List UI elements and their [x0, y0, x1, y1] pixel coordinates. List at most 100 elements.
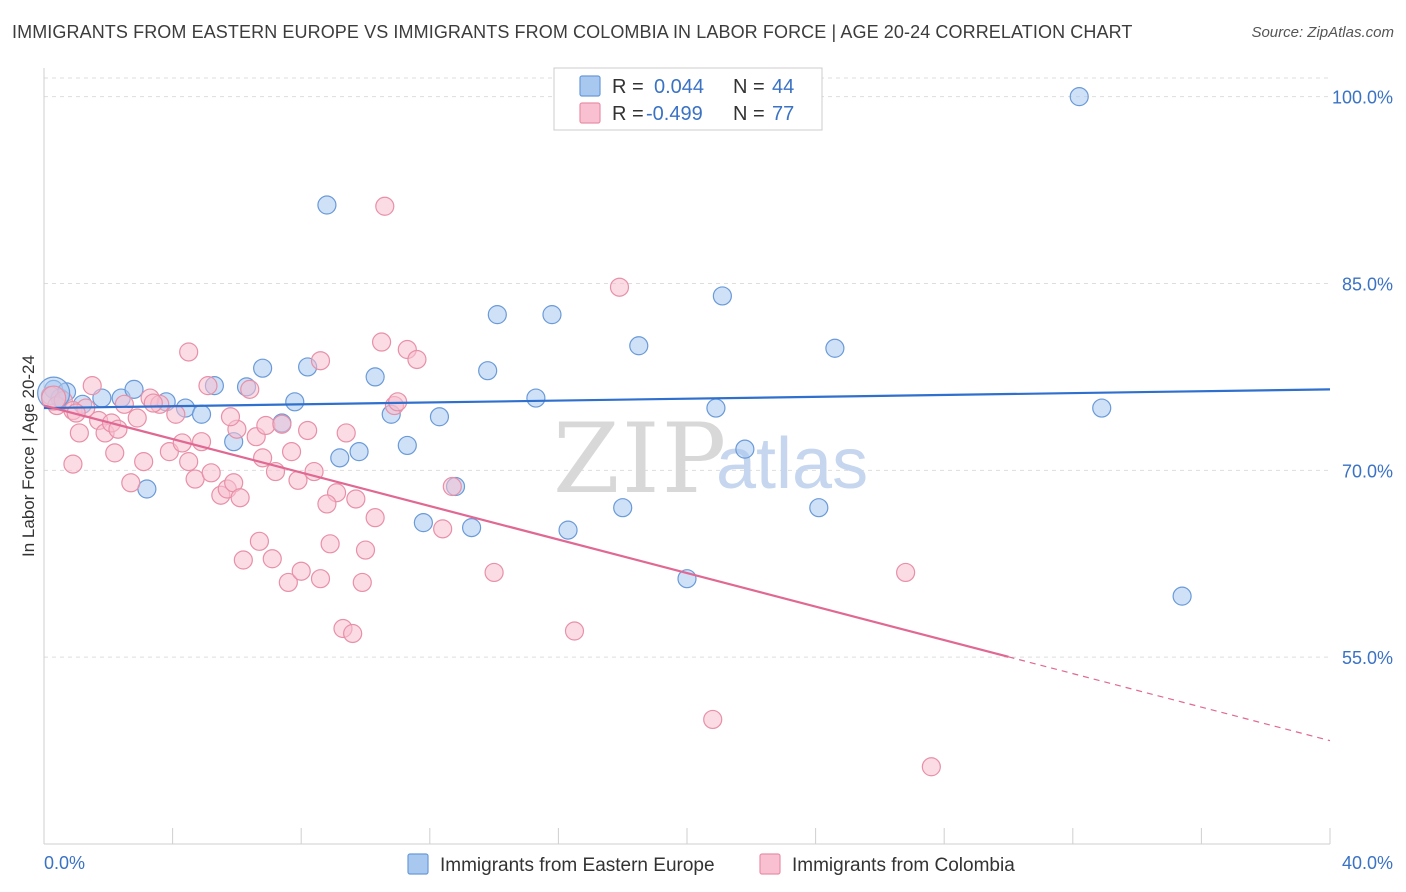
stats-n-label-colombia: N = — [733, 103, 765, 125]
watermark-atlas: atlas — [716, 424, 868, 504]
y-tick-label: 70.0% — [1342, 461, 1393, 481]
y-axis-label: In Labor Force | Age 20-24 — [19, 355, 38, 557]
point-colombia — [310, 351, 331, 371]
point-colombia — [442, 476, 462, 497]
y-tick-label: 55.0% — [1342, 648, 1393, 668]
x-axis-ticks — [43, 828, 1331, 844]
point-colombia — [407, 349, 427, 370]
point-colombia — [256, 415, 276, 436]
point-colombia — [564, 621, 585, 641]
point-colombia — [355, 540, 376, 560]
point-eastern-europe — [1069, 87, 1089, 107]
point-colombia — [114, 394, 134, 414]
point-colombia — [233, 550, 253, 570]
point-eastern-europe — [706, 398, 726, 418]
point-eastern-europe — [613, 498, 633, 518]
point-eastern-europe — [809, 498, 829, 518]
y-tick-labels: 55.0% 70.0% 85.0% 100.0% — [1332, 88, 1393, 669]
stats-r-label-eastern-europe: R = — [612, 76, 644, 98]
point-colombia — [143, 393, 163, 413]
point-eastern-europe — [330, 448, 350, 468]
point-colombia — [201, 463, 221, 483]
point-eastern-europe — [712, 286, 732, 306]
point-eastern-europe — [285, 392, 305, 412]
point-eastern-europe — [1092, 398, 1112, 418]
point-colombia — [105, 443, 125, 463]
point-colombia — [127, 408, 147, 428]
point-colombia — [896, 562, 916, 583]
point-colombia — [272, 414, 292, 434]
trend-lines — [43, 388, 1331, 742]
point-eastern-europe — [124, 379, 144, 399]
stats-n-value-colombia: 77 — [772, 103, 794, 125]
point-colombia — [121, 473, 141, 493]
point-colombia — [249, 531, 270, 551]
point-eastern-europe — [461, 518, 482, 538]
point-colombia — [317, 494, 337, 514]
point-colombia — [281, 442, 302, 462]
point-colombia — [320, 534, 340, 554]
point-eastern-europe — [825, 338, 845, 358]
x-tick-label-max: 40.0% — [1342, 853, 1393, 873]
trend-line-colombia — [43, 404, 1009, 658]
point-colombia — [63, 454, 83, 474]
point-colombia — [343, 623, 363, 644]
point-eastern-europe — [365, 367, 385, 387]
point-colombia — [134, 452, 154, 472]
data-points — [37, 87, 1192, 777]
point-eastern-europe — [1172, 586, 1192, 606]
point-colombia-large — [41, 385, 67, 411]
chart-source: Source: ZipAtlas.com — [1251, 24, 1394, 41]
stats-n-label-eastern-europe: N = — [733, 76, 765, 98]
point-colombia — [365, 508, 385, 528]
point-colombia — [230, 488, 250, 508]
point-eastern-europe — [487, 305, 507, 325]
point-colombia — [310, 569, 331, 589]
point-eastern-europe — [253, 358, 273, 378]
point-eastern-europe — [397, 435, 417, 456]
x-tick-label-min: 0.0% — [44, 853, 85, 873]
trend-line-eastern-europe — [43, 388, 1331, 410]
point-eastern-europe — [317, 195, 337, 215]
point-colombia — [185, 469, 205, 489]
point-eastern-europe — [137, 479, 157, 499]
point-eastern-europe — [349, 442, 369, 462]
legend-swatch-eastern-europe — [407, 853, 429, 875]
point-eastern-europe — [478, 361, 498, 381]
stats-r-value-eastern-europe: 0.044 — [654, 76, 704, 98]
point-eastern-europe — [629, 336, 649, 356]
stats-n-value-eastern-europe: 44 — [772, 76, 794, 98]
point-colombia — [240, 379, 260, 399]
stats-r-value-colombia: -0.499 — [646, 103, 703, 125]
legend-label-colombia: Immigrants from Colombia — [792, 855, 1015, 876]
point-eastern-europe — [526, 388, 546, 408]
point-colombia — [179, 342, 199, 362]
point-colombia — [609, 277, 630, 297]
point-colombia — [262, 549, 282, 569]
point-eastern-europe — [413, 513, 433, 533]
watermark-zip: ZIP — [553, 403, 728, 515]
point-colombia — [179, 452, 199, 472]
chart-title: IMMIGRANTS FROM EASTERN EUROPE VS IMMIGR… — [12, 22, 1133, 42]
point-eastern-europe — [429, 407, 450, 427]
stats-legend: R = 0.044 N = 44 R = -0.499 N = 77 — [553, 67, 823, 131]
point-colombia — [69, 423, 89, 443]
stats-r-label-colombia: R = — [612, 103, 644, 125]
stats-swatch-colombia — [579, 102, 601, 124]
legend-swatch-colombia — [759, 853, 781, 875]
point-colombia — [484, 562, 504, 583]
point-colombia — [278, 572, 298, 593]
y-tick-label: 100.0% — [1332, 88, 1393, 108]
point-colombia — [433, 519, 453, 539]
point-colombia — [352, 572, 372, 593]
point-colombia — [375, 196, 395, 216]
stats-swatch-eastern-europe — [579, 75, 601, 97]
point-colombia — [921, 757, 941, 777]
legend-label-eastern-europe: Immigrants from Eastern Europe — [440, 855, 715, 876]
y-tick-label: 85.0% — [1342, 274, 1393, 294]
point-eastern-europe — [542, 305, 562, 325]
point-colombia — [291, 561, 311, 581]
point-colombia — [82, 376, 102, 396]
point-colombia — [166, 404, 186, 424]
